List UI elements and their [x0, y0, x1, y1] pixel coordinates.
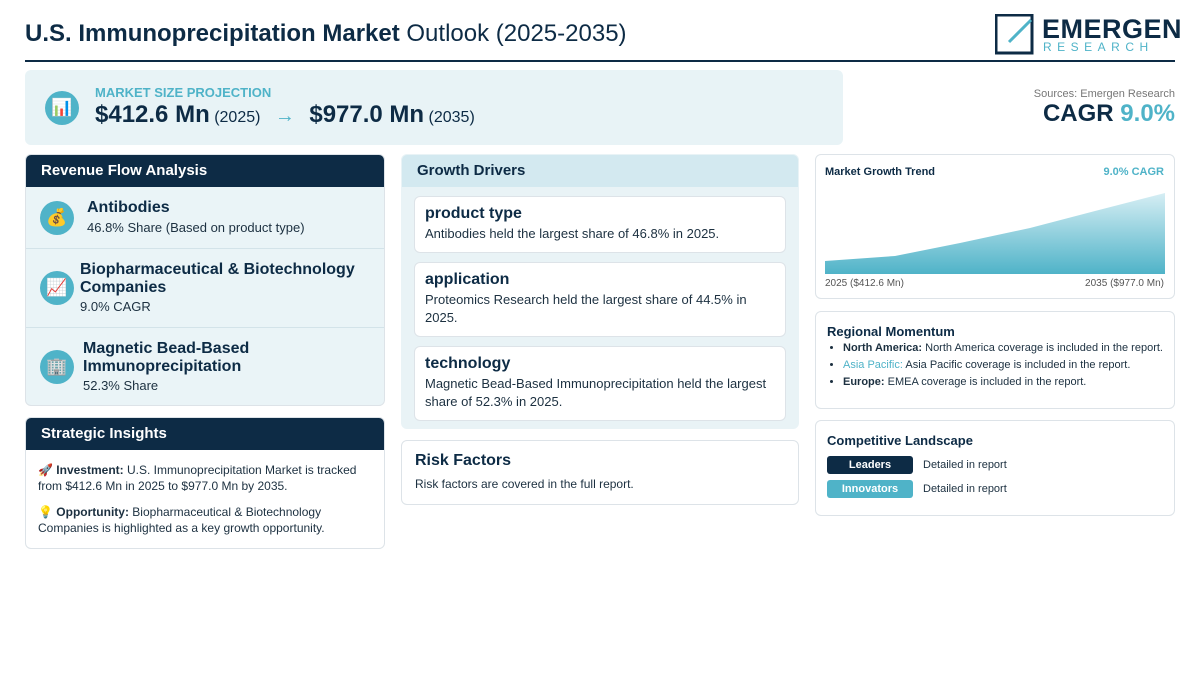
icon: 📈 — [40, 271, 74, 305]
tier-text: Detailed in report — [923, 459, 1007, 471]
item-detail: 52.3% Share — [83, 378, 159, 393]
regional-momentum: Regional Momentum North America: North A… — [815, 311, 1175, 409]
card-title: Strategic Insights — [26, 418, 384, 450]
title: U.S. Immunoprecipitation Market Outlook … — [25, 20, 627, 48]
driver-text: Antibodies held the largest share of 46.… — [425, 226, 720, 241]
item-name: Biopharmaceutical & Biotechnology Compan… — [80, 261, 355, 296]
end-year: (2035) — [428, 109, 475, 126]
card-title: Growth Drivers — [402, 155, 798, 187]
insight: 💡 Opportunity: Biopharmaceutical & Biote… — [38, 504, 368, 536]
item-name: Magnetic Bead-Based Immunoprecipitation — [83, 340, 250, 375]
card-title: Market Growth Trend — [825, 166, 936, 178]
tier: Leaders — [827, 456, 913, 474]
end-label: 2035 ($977.0 Mn) — [1085, 278, 1164, 289]
region-name: Europe: — [843, 376, 885, 388]
title-bold: U.S. Immunoprecipitation Market — [25, 20, 400, 47]
cagr-label: CAGR — [1042, 100, 1114, 127]
growth-trend: Market Growth Trend 9.0% CAGR 2025 ($412… — [815, 154, 1175, 299]
driver-text: Proteomics Research held the largest sha… — [425, 292, 747, 325]
logo-mark — [995, 14, 1034, 55]
region: North America: North America coverage is… — [843, 340, 1163, 357]
rule — [25, 60, 1175, 62]
region: Asia Pacific: Asia Pacific coverage is i… — [843, 357, 1163, 374]
cagr: CAGR 9.0% — [1043, 100, 1175, 128]
start-year: (2025) — [214, 109, 261, 126]
projection: 📊 MARKET SIZE PROJECTION $412.6 Mn (2025… — [25, 70, 843, 145]
risk-factors: Risk Factors Risk factors are covered in… — [401, 440, 799, 505]
driver: technology Magnetic Bead-Based Immunoprec… — [414, 346, 786, 421]
growth-drivers: Growth Drivers product type Antibodies he… — [401, 154, 799, 429]
region-name: Asia Pacific: — [843, 359, 903, 371]
driver-text: Magnetic Bead-Based Immunoprecipitation … — [425, 376, 767, 409]
item-detail: 9.0% CAGR — [80, 299, 151, 314]
values: $412.6 Mn (2025) → $977.0 Mn (2035) — [95, 101, 475, 129]
region-list: North America: North America coverage is… — [816, 340, 1163, 391]
competitive-landscape: Competitive Landscape Leaders Detailed i… — [815, 420, 1175, 516]
end-value: $977.0 Mn — [309, 101, 425, 128]
start-label: 2025 ($412.6 Mn) — [825, 278, 904, 289]
source: Sources: Emergen Research — [1033, 88, 1175, 100]
driver: product type Antibodies held the largest … — [414, 196, 786, 253]
divider — [26, 248, 384, 249]
trend-area — [825, 193, 1165, 274]
start-value: $412.6 Mn — [95, 101, 210, 128]
item-detail: 46.8% Share (Based on product type) — [87, 220, 305, 235]
region-text: EMEA coverage is included in the report. — [887, 376, 1087, 388]
insight: 🚀 Investment: U.S. Immunoprecipitation M… — [38, 462, 368, 494]
card-title: Risk Factors — [415, 452, 512, 469]
region: Europe: EMEA coverage is included in the… — [843, 374, 1163, 391]
driver-title: product type — [425, 205, 522, 222]
icon: 🏢 — [40, 350, 74, 384]
driver-title: technology — [425, 355, 511, 372]
region-text: North America coverage is included in th… — [925, 342, 1163, 354]
cagr-value: 9.0% — [1120, 100, 1175, 127]
insight-label: Opportunity: — [56, 505, 129, 519]
driver-title: application — [425, 271, 510, 288]
label: MARKET SIZE PROJECTION — [95, 85, 272, 100]
revenue-flow: Revenue Flow Analysis 💰 Antibodies 46.8%… — [25, 154, 385, 406]
risk-text: Risk factors are covered in the full rep… — [415, 477, 634, 491]
logo-name: EMERGEN — [1042, 14, 1183, 44]
insight-label: Investment: — [56, 463, 124, 477]
icon: 💡 — [38, 505, 53, 519]
card-title: Regional Momentum — [827, 324, 955, 339]
title-rest: Outlook (2025-2035) — [406, 20, 627, 47]
insight-text: U.S. Immunoprecipitation Market is track… — [38, 463, 357, 493]
badge: 9.0% CAGR — [1103, 166, 1164, 178]
insight-text: Biopharmaceutical & Biotechnology Compan… — [38, 505, 325, 535]
icon: 📊 — [45, 91, 79, 125]
divider — [26, 327, 384, 328]
item-name: Antibodies — [87, 199, 170, 216]
strategic-insights: Strategic Insights 🚀 Investment: U.S. Im… — [25, 417, 385, 549]
tier-text: Detailed in report — [923, 483, 1007, 495]
driver: application Proteomics Research held the … — [414, 262, 786, 337]
card-title: Competitive Landscape — [827, 433, 973, 448]
region-name: North America: — [843, 342, 923, 354]
logo-sub: RESEARCH — [1043, 40, 1154, 54]
region-text: Asia Pacific coverage is included in the… — [905, 359, 1131, 371]
icon: 🚀 — [38, 463, 53, 477]
arrow: → — [274, 105, 295, 127]
icon: 💰 — [40, 201, 74, 235]
tier: Innovators — [827, 480, 913, 498]
card-title: Revenue Flow Analysis — [26, 155, 384, 187]
